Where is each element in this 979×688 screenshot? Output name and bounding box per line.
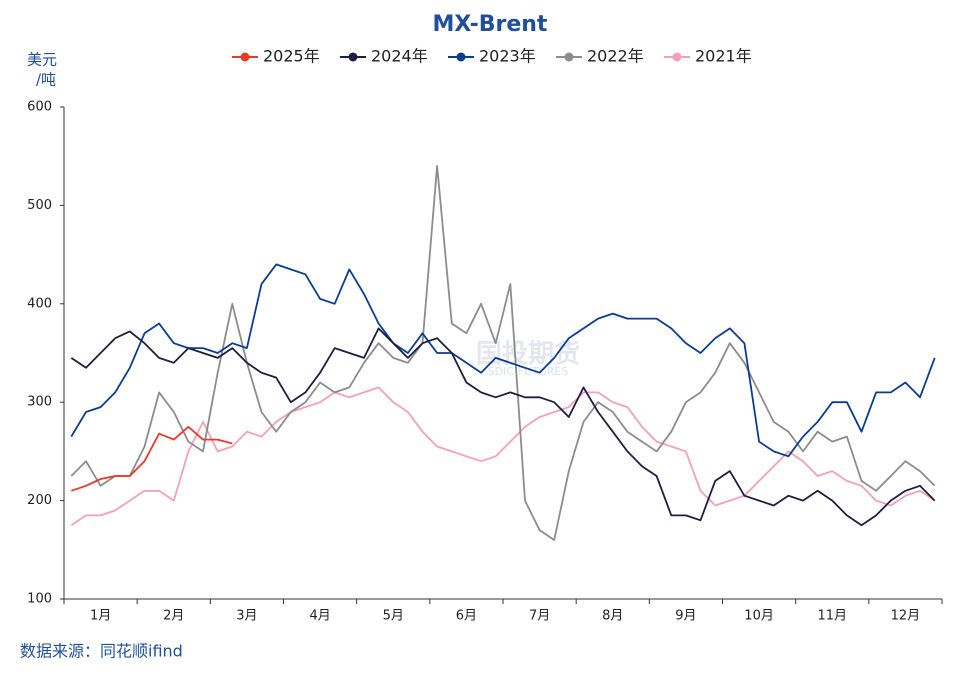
watermark: 国投期货	[476, 339, 580, 370]
series-line	[70, 263, 936, 458]
legend-marker	[348, 52, 358, 62]
x-tick-label: 3月	[236, 609, 257, 624]
x-tick-label: 5月	[383, 609, 404, 624]
series-line	[70, 386, 936, 526]
chart-title: MX-Brent	[433, 12, 548, 37]
y-tick-label: 500	[27, 198, 52, 213]
y-tick-label: 200	[27, 493, 52, 508]
y-tick-label: 600	[27, 100, 52, 115]
y-tick-label: 100	[27, 592, 52, 607]
x-tick-label: 6月	[456, 609, 477, 624]
y-unit: 美元	[27, 51, 57, 69]
series-line	[70, 165, 936, 541]
series-line	[71, 425, 233, 492]
x-tick-label: 9月	[675, 609, 696, 624]
x-tick-label: 10月	[744, 609, 774, 624]
legend-marker	[456, 52, 466, 62]
y-unit: /吨	[36, 71, 56, 89]
legend-marker	[672, 52, 682, 62]
y-tick-label: 300	[27, 395, 52, 410]
watermark: SDIC FUTURES	[488, 365, 569, 378]
legend-marker	[240, 52, 250, 62]
legend-label: 2023年	[479, 47, 536, 66]
x-tick-label: 11月	[817, 609, 847, 624]
legend-label: 2024年	[371, 47, 428, 66]
x-tick-label: 12月	[891, 609, 921, 624]
legend-label: 2025年	[263, 47, 320, 66]
source: 数据来源：同花顺ifind	[20, 642, 183, 661]
x-tick-label: 7月	[529, 609, 550, 624]
y-tick-label: 400	[27, 296, 52, 311]
legend-label: 2021年	[695, 47, 752, 66]
x-tick-label: 8月	[602, 609, 623, 624]
legend-marker	[564, 52, 574, 62]
x-tick-label: 1月	[90, 609, 111, 624]
series-line	[70, 327, 936, 527]
x-tick-label: 4月	[309, 609, 330, 624]
legend-label: 2022年	[587, 47, 644, 66]
x-tick-label: 2月	[163, 609, 184, 624]
